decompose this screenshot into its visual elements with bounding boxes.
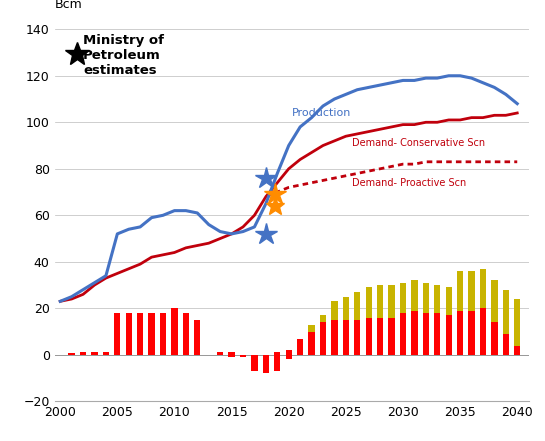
Bar bbox=[228, 352, 235, 355]
Bar bbox=[434, 285, 440, 355]
Text: Ministry of
Petroleum
estimates: Ministry of Petroleum estimates bbox=[83, 34, 164, 77]
Bar bbox=[194, 320, 201, 355]
Bar bbox=[343, 297, 349, 355]
Bar bbox=[308, 325, 314, 355]
Bar bbox=[217, 352, 223, 355]
Bar bbox=[183, 313, 189, 355]
Bar bbox=[148, 313, 155, 355]
Bar bbox=[389, 285, 395, 355]
Bar bbox=[103, 352, 109, 355]
Bar bbox=[423, 283, 429, 355]
Bar bbox=[274, 352, 281, 355]
Bar bbox=[80, 353, 86, 355]
Bar bbox=[160, 313, 166, 355]
Bar bbox=[80, 352, 86, 355]
Bar bbox=[377, 285, 383, 355]
Bar bbox=[125, 313, 132, 355]
Bar bbox=[366, 288, 372, 355]
Bar bbox=[297, 339, 303, 355]
Bar bbox=[251, 355, 258, 371]
Bar bbox=[480, 269, 486, 355]
Bar bbox=[148, 313, 155, 355]
Bar bbox=[457, 271, 463, 355]
Bar bbox=[286, 350, 292, 355]
Bar bbox=[92, 352, 98, 355]
Bar bbox=[92, 352, 98, 355]
Bar bbox=[240, 355, 246, 357]
Bar bbox=[354, 320, 360, 355]
Bar bbox=[354, 292, 360, 355]
Bar bbox=[297, 339, 303, 355]
Bar bbox=[194, 320, 201, 355]
Bar bbox=[445, 315, 452, 355]
Bar bbox=[103, 352, 109, 355]
Bar bbox=[228, 352, 235, 355]
Bar bbox=[320, 322, 326, 355]
Bar bbox=[343, 320, 349, 355]
Bar bbox=[217, 352, 223, 355]
Bar bbox=[502, 334, 509, 355]
Bar bbox=[468, 310, 475, 355]
Bar bbox=[457, 310, 463, 355]
Bar bbox=[502, 290, 509, 355]
Text: Bcm: Bcm bbox=[54, 0, 82, 11]
Bar bbox=[411, 280, 417, 355]
Bar bbox=[514, 299, 520, 355]
Bar bbox=[377, 318, 383, 355]
Bar bbox=[171, 308, 178, 355]
Bar bbox=[400, 283, 406, 355]
Bar bbox=[137, 313, 143, 355]
Bar bbox=[286, 355, 292, 359]
Bar bbox=[69, 353, 75, 355]
Bar bbox=[434, 313, 440, 355]
Text: Demand- Conservative Scn: Demand- Conservative Scn bbox=[352, 138, 485, 148]
Bar bbox=[137, 313, 143, 355]
Bar bbox=[183, 313, 189, 355]
Bar bbox=[125, 313, 132, 355]
Bar bbox=[228, 355, 235, 357]
Text: Demand- Proactive Scn: Demand- Proactive Scn bbox=[352, 178, 466, 188]
Bar bbox=[160, 313, 166, 355]
Bar bbox=[411, 310, 417, 355]
Bar bbox=[114, 313, 120, 355]
Bar bbox=[491, 322, 498, 355]
Bar bbox=[468, 271, 475, 355]
Bar bbox=[286, 350, 292, 355]
Bar bbox=[400, 313, 406, 355]
Bar bbox=[263, 355, 269, 374]
Bar bbox=[366, 318, 372, 355]
Text: Production: Production bbox=[292, 108, 352, 118]
Bar bbox=[103, 353, 109, 355]
Bar bbox=[331, 301, 337, 355]
Bar bbox=[114, 313, 120, 355]
Bar bbox=[480, 308, 486, 355]
Bar bbox=[308, 332, 314, 355]
Bar bbox=[445, 288, 452, 355]
Bar bbox=[274, 352, 281, 355]
Bar bbox=[80, 352, 86, 355]
Bar bbox=[491, 280, 498, 355]
Bar bbox=[514, 345, 520, 355]
Bar bbox=[320, 315, 326, 355]
Bar bbox=[331, 320, 337, 355]
Bar bbox=[92, 353, 98, 355]
Bar bbox=[389, 318, 395, 355]
Bar bbox=[171, 308, 178, 355]
Bar bbox=[274, 355, 281, 371]
Bar bbox=[423, 313, 429, 355]
